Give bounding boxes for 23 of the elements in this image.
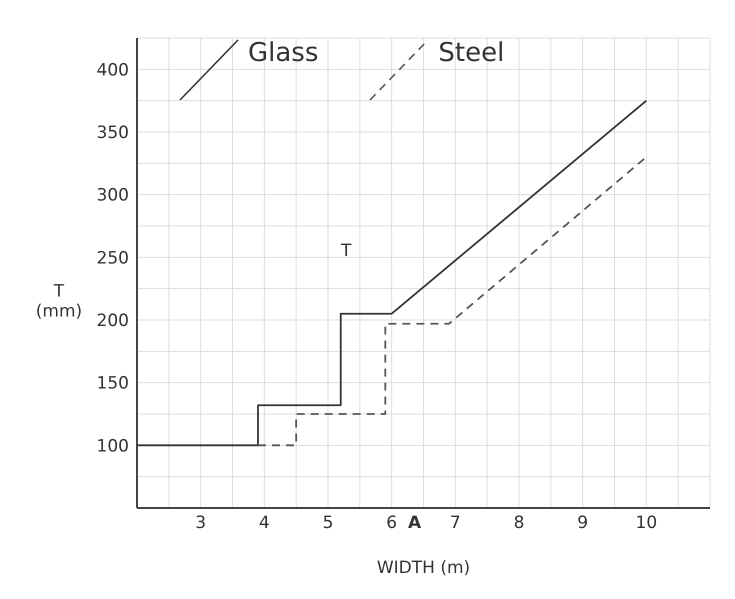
line-series bbox=[257, 156, 648, 446]
annotation: T bbox=[341, 241, 352, 261]
text: A bbox=[408, 513, 422, 533]
legend-label: Steel bbox=[438, 38, 504, 68]
x-axis-title: WIDTH (m) bbox=[376, 558, 470, 578]
x-tick-label: 7 bbox=[450, 513, 461, 534]
x-tick-label: 5 bbox=[322, 513, 334, 534]
y-tick-label: 150 bbox=[96, 374, 129, 394]
y-tick-label: 350 bbox=[96, 123, 129, 144]
y-tick-label: 100 bbox=[96, 436, 129, 456]
y-axis-title: T (mm) bbox=[36, 282, 82, 322]
y-tick-label: 300 bbox=[96, 186, 129, 206]
x-tick-label: 9 bbox=[577, 513, 588, 534]
x-tick-label: 8 bbox=[514, 513, 524, 534]
legend-label: Glass bbox=[248, 38, 318, 68]
y-tick-label: 250 bbox=[96, 248, 129, 268]
line-series bbox=[137, 100, 648, 446]
x-tick-label: 10 bbox=[636, 513, 658, 534]
x-tick-label: 6 bbox=[386, 513, 398, 534]
y-tick-label: 200 bbox=[96, 311, 129, 332]
x-tick-label: 4 bbox=[258, 513, 270, 534]
x-tick-label: 3 bbox=[195, 513, 206, 534]
y-tick-label: 400 bbox=[96, 60, 129, 80]
